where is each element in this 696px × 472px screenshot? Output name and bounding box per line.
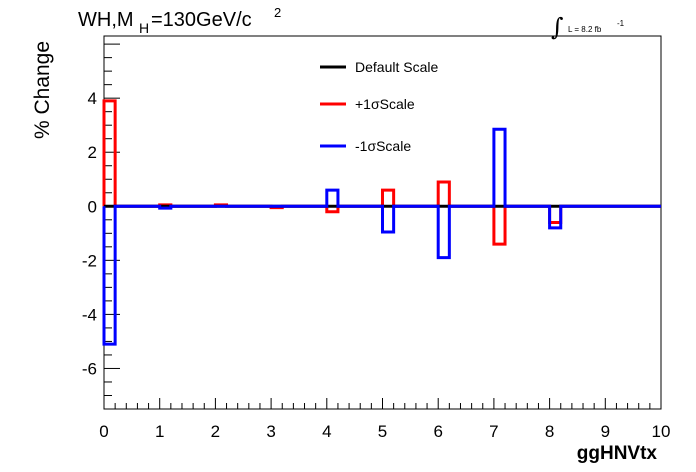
y-tick-label: -2 [82, 251, 97, 270]
y-tick-label: 2 [88, 143, 97, 162]
title-rest: =130GeV/c [151, 9, 252, 31]
y-tick-label: 0 [88, 197, 97, 216]
title-superscript: 2 [274, 5, 281, 20]
x-tick-label: 1 [155, 422, 164, 441]
y-axis: -6 -4 -2 0 2 4 [82, 43, 120, 396]
chart-title: WH,M H =130GeV/c 2 [78, 5, 281, 36]
y-tick-label: 4 [88, 89, 97, 108]
x-tick-label: 6 [433, 422, 442, 441]
y-axis-label: % Change [31, 41, 54, 139]
y-tick-label: -4 [82, 305, 97, 324]
x-axis-label: ggHNVtx [577, 443, 658, 464]
legend: Default Scale +1σScale -1σScale [320, 59, 438, 154]
legend-label: Default Scale [355, 59, 438, 75]
integral-symbol: ∫ [551, 13, 564, 41]
title-subscript: H [139, 20, 149, 36]
legend-label: -1σScale [355, 138, 411, 154]
x-tick-label: 7 [489, 422, 498, 441]
x-tick-label: 2 [211, 422, 220, 441]
title-main: WH,M [78, 9, 134, 31]
legend-label: +1σScale [355, 96, 415, 112]
x-tick-label: 10 [652, 422, 671, 441]
series-line-1-scale [102, 127, 661, 346]
x-tick-label: 8 [545, 422, 554, 441]
luminosity-label: ∫ L = 8.2 fb -1 [551, 13, 625, 41]
x-axis: 0 1 2 3 4 5 6 7 8 9 10 [99, 398, 670, 441]
series-layer [102, 99, 661, 346]
x-tick-label: 4 [322, 422, 331, 441]
x-tick-label: 5 [378, 422, 387, 441]
lumi-text: L = 8.2 fb [568, 25, 602, 34]
x-tick-label: 9 [601, 422, 610, 441]
y-tick-label: -6 [82, 359, 97, 378]
x-tick-label: 3 [266, 422, 275, 441]
lumi-superscript: -1 [617, 19, 625, 28]
x-tick-label: 0 [99, 422, 108, 441]
